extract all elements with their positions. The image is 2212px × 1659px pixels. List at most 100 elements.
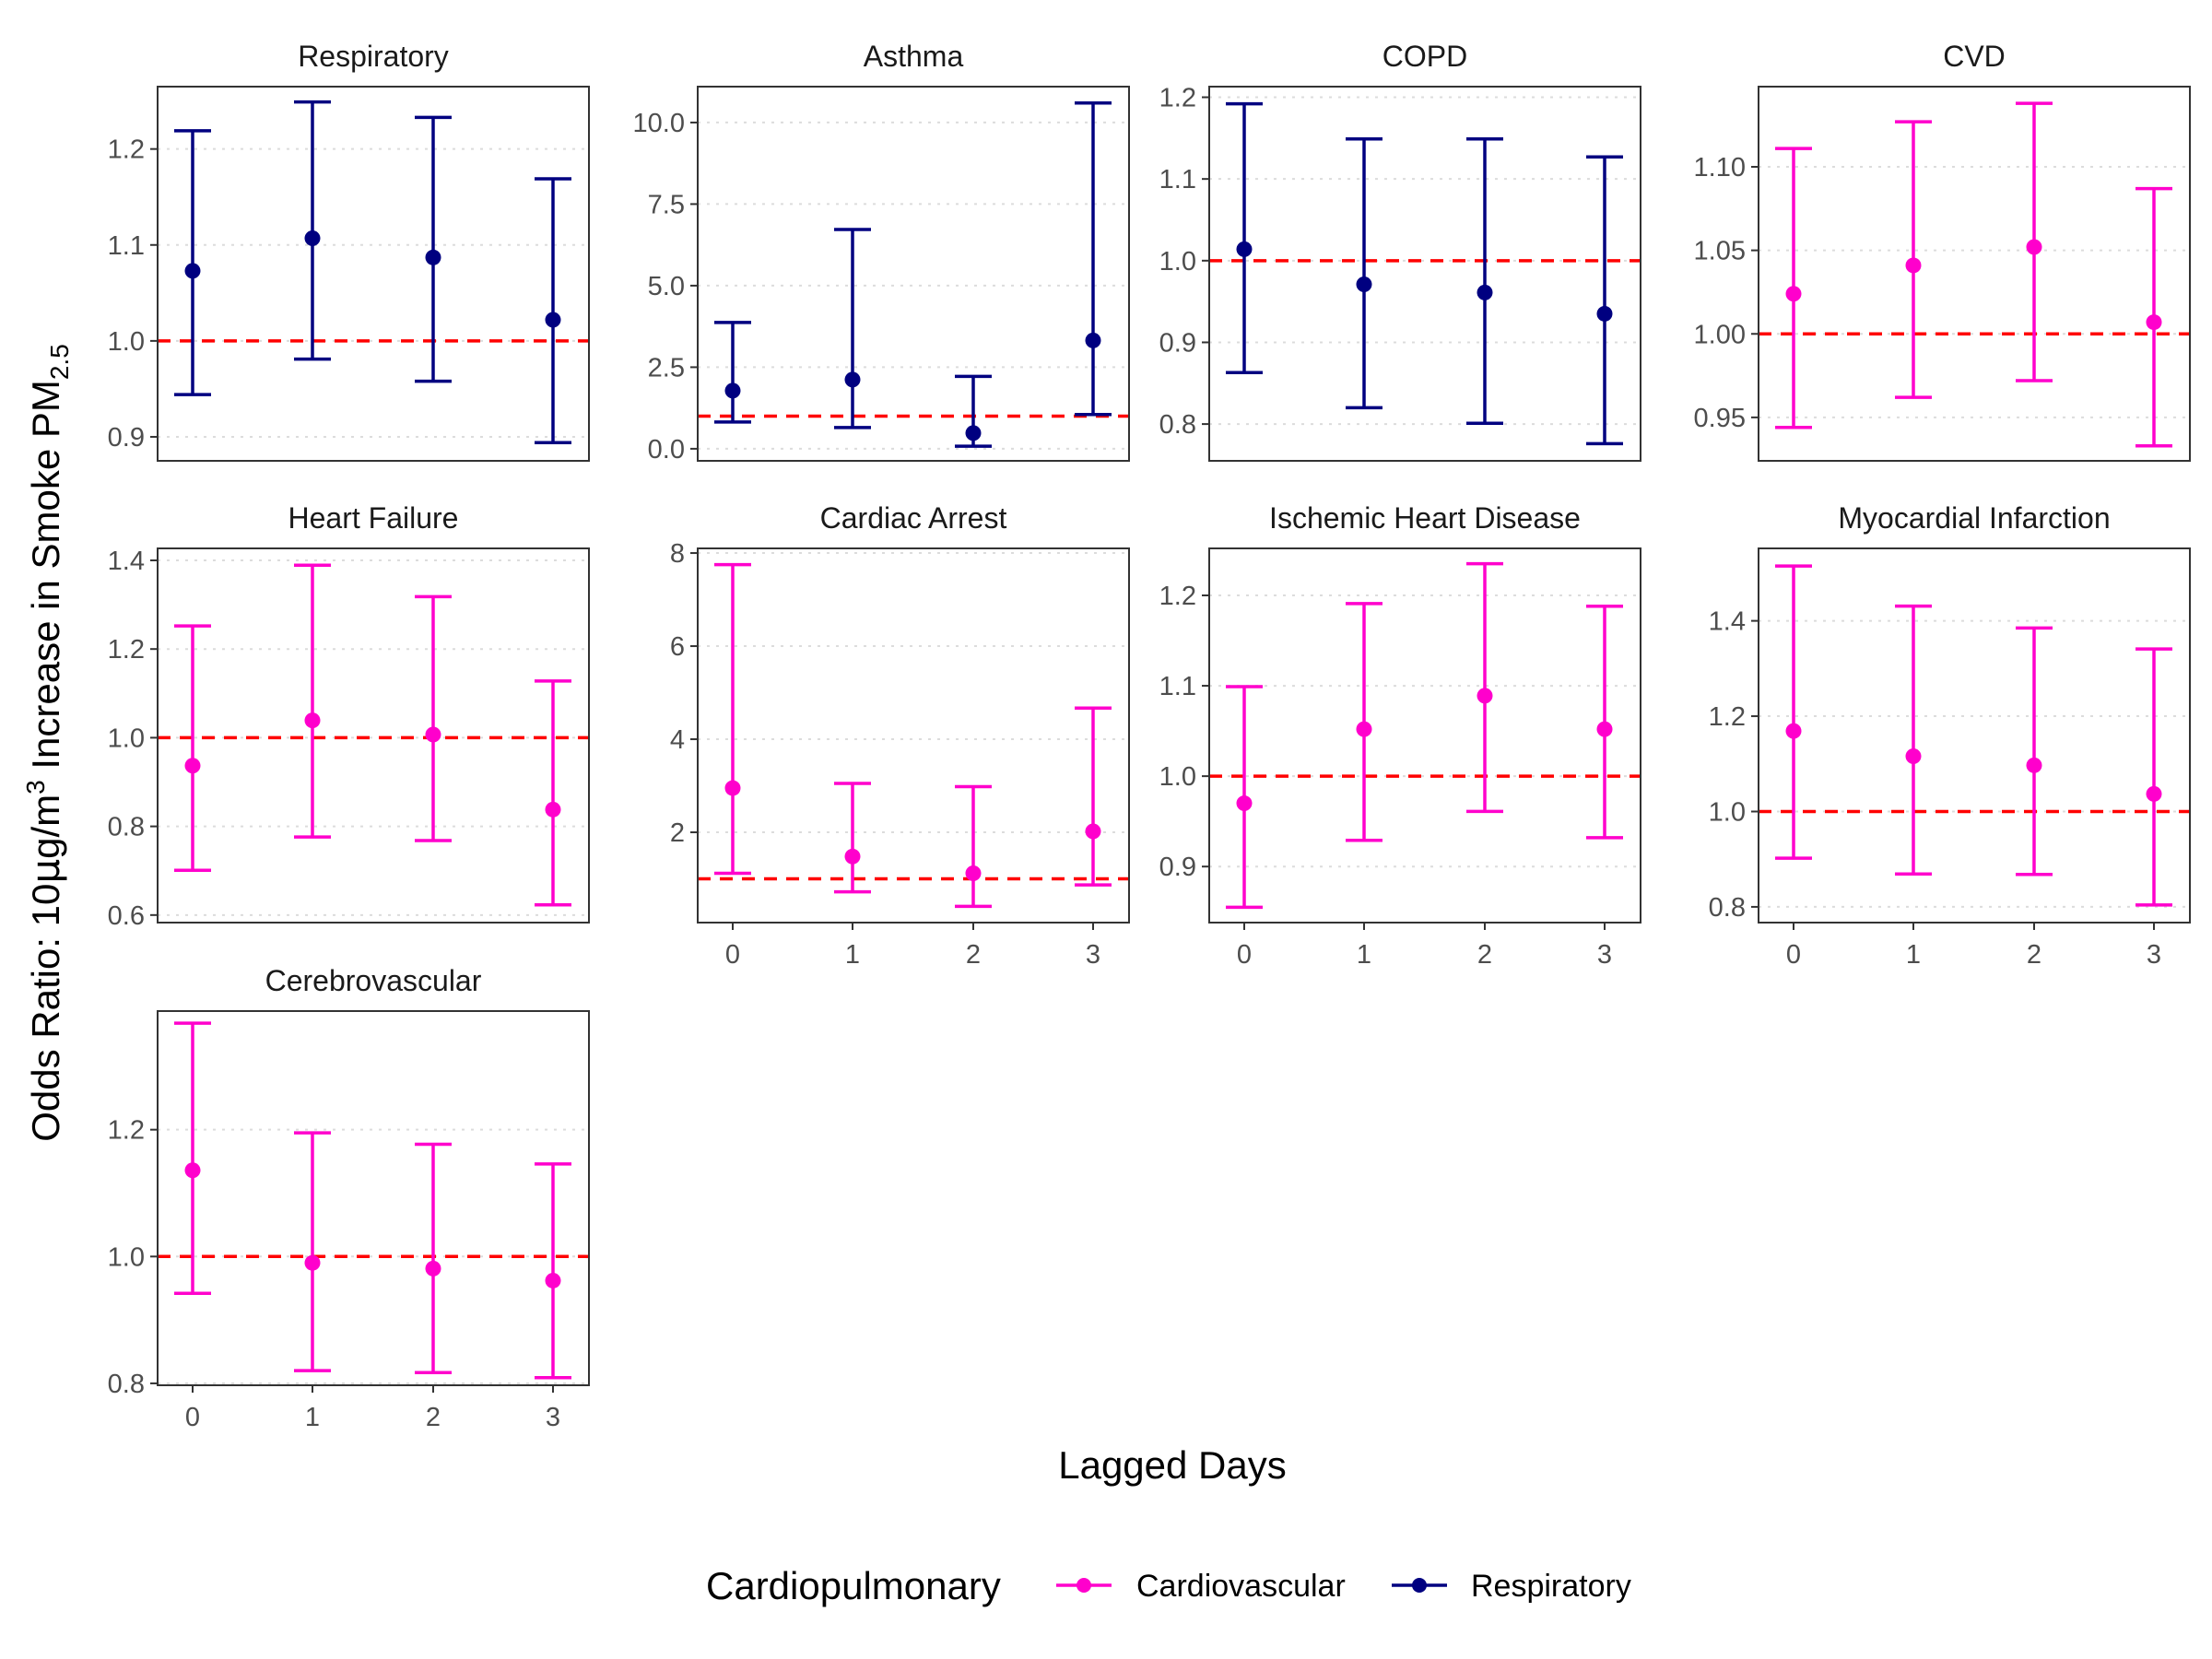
error-bar-lag-0 xyxy=(1775,147,1812,429)
x-tick-label: 2 xyxy=(966,940,981,970)
error-bar-lag-3 xyxy=(1075,706,1112,887)
error-bar-lag-1 xyxy=(834,228,871,429)
y-tick-label: 6 xyxy=(670,632,685,662)
legend-key-point-respiratory xyxy=(1412,1578,1427,1593)
facet-panels: 0.9 1.0 1.1 1.2 Respiratory 0.0 2.5 5.0 7.5 10.0 A… xyxy=(108,40,2191,1432)
y-axis-title-superscript: 3 xyxy=(21,780,50,794)
data-point xyxy=(545,1272,561,1288)
y-tick-label: 0.8 xyxy=(1159,410,1196,440)
error-bar-lag-0 xyxy=(714,321,751,424)
y-tick-label: 0.9 xyxy=(108,423,145,453)
legend-item-respiratory: Respiratory xyxy=(1392,1569,1631,1604)
panel-heart-failure: 0.6 0.8 1.0 1.2 1.4 Heart Failure xyxy=(108,501,590,931)
y-tick-label: 1.10 xyxy=(1694,153,1746,182)
data-point xyxy=(1236,241,1253,257)
y-tick-label: 10.0 xyxy=(633,109,685,138)
y-axis-title: Odds Ratio: 10μg/m3 Increase in Smoke PM… xyxy=(21,344,74,1142)
data-point xyxy=(304,712,321,729)
panel-title: Cardiac Arrest xyxy=(820,501,1007,535)
data-point xyxy=(1785,723,1802,739)
error-bar-lag-2 xyxy=(1466,561,1503,814)
legend-label-cardiovascular: Cardiovascular xyxy=(1136,1569,1346,1604)
data-point xyxy=(2146,314,2162,331)
y-tick-label: 1.1 xyxy=(1159,165,1196,194)
data-point xyxy=(1477,284,1493,300)
error-bar-lag-0 xyxy=(174,129,211,396)
y-tick-label: 0.9 xyxy=(1159,853,1196,882)
panel-myocardial-infarction: 0.8 1.0 1.2 1.4 Myocardial Infarction 0 1 2 3 xyxy=(1709,501,2191,970)
panel-border xyxy=(1208,86,1641,462)
data-point xyxy=(545,312,561,328)
panel-title: Respiratory xyxy=(298,40,449,73)
y-tick-label: 1.2 xyxy=(108,1116,145,1146)
data-point xyxy=(844,848,861,865)
y-tick-label: 7.5 xyxy=(648,190,685,219)
error-bar-lag-2 xyxy=(1466,136,1503,425)
x-tick-label: 0 xyxy=(1237,940,1252,970)
error-bar-lag-2 xyxy=(2016,101,2053,382)
panel-border xyxy=(157,1010,590,1386)
y-tick-label: 0.0 xyxy=(648,435,685,465)
panel-border xyxy=(1208,547,1641,924)
data-point xyxy=(965,425,982,441)
data-point xyxy=(425,726,441,743)
panel-border xyxy=(1758,547,2191,924)
panel-title: Heart Failure xyxy=(288,501,459,535)
x-tick-label: 0 xyxy=(1786,940,1801,970)
y-axis-title-rest: Increase in Smoke PM xyxy=(24,380,67,780)
x-axis-title: Lagged Days xyxy=(1058,1443,1287,1487)
error-bar-lag-0 xyxy=(714,562,751,876)
y-tick-label: 1.0 xyxy=(108,327,145,357)
y-tick-label: 0.9 xyxy=(1159,328,1196,358)
panel-title: Myocardial Infarction xyxy=(1838,501,2110,535)
error-bar-lag-1 xyxy=(1895,604,1932,876)
x-tick-label: 1 xyxy=(845,940,860,970)
error-bar-lag-1 xyxy=(294,1131,331,1372)
y-tick-label: 1.00 xyxy=(1694,320,1746,349)
x-tick-label: 0 xyxy=(185,1403,200,1432)
y-tick-label: 1.0 xyxy=(1709,797,1746,827)
data-point xyxy=(304,229,321,246)
error-bar-lag-3 xyxy=(1075,100,1112,417)
x-tick-label: 2 xyxy=(1477,940,1492,970)
panel-title: Cerebrovascular xyxy=(265,964,482,997)
panel-background xyxy=(158,87,589,461)
y-tick-label: 4 xyxy=(670,725,685,755)
error-bar-lag-2 xyxy=(955,784,992,909)
y-tick-label: 0.8 xyxy=(108,1370,145,1399)
data-point xyxy=(1477,688,1493,704)
error-bar-lag-0 xyxy=(174,1021,211,1295)
error-bar-lag-3 xyxy=(1586,605,1623,840)
panel-border xyxy=(1758,86,2191,462)
data-point xyxy=(184,1162,201,1179)
panel-border xyxy=(157,86,590,462)
panel-cerebrovascular: 0.8 1.0 1.2 Cerebrovascular 0 1 2 3 xyxy=(108,964,590,1432)
data-point xyxy=(1785,286,1802,302)
panel-background xyxy=(158,1011,589,1385)
y-tick-label: 1.1 xyxy=(108,231,145,261)
x-tick-label: 3 xyxy=(1597,940,1612,970)
panel-border xyxy=(697,547,1130,924)
data-point xyxy=(425,1260,441,1277)
x-tick-label: 2 xyxy=(426,1403,441,1432)
data-point xyxy=(184,263,201,279)
error-bar-lag-0 xyxy=(1226,685,1263,910)
data-point xyxy=(1596,305,1613,322)
data-point xyxy=(1085,823,1101,840)
panel-background xyxy=(1759,548,2190,923)
panel-title: CVD xyxy=(1943,40,2006,73)
data-point xyxy=(184,758,201,774)
data-point xyxy=(425,249,441,265)
panel-border xyxy=(157,547,590,924)
error-bar-lag-2 xyxy=(955,374,992,448)
y-tick-label: 1.05 xyxy=(1694,237,1746,266)
data-point xyxy=(724,382,741,399)
error-bar-lag-3 xyxy=(2136,186,2172,448)
legend-key-point-cardiovascular xyxy=(1077,1578,1091,1593)
y-tick-label: 1.2 xyxy=(1159,582,1196,611)
error-bar-lag-2 xyxy=(415,1142,452,1374)
y-tick-label: 0.6 xyxy=(108,901,145,931)
panel-title: COPD xyxy=(1382,40,1467,73)
error-bar-lag-0 xyxy=(1775,564,1812,860)
error-bar-lag-0 xyxy=(1226,101,1263,375)
